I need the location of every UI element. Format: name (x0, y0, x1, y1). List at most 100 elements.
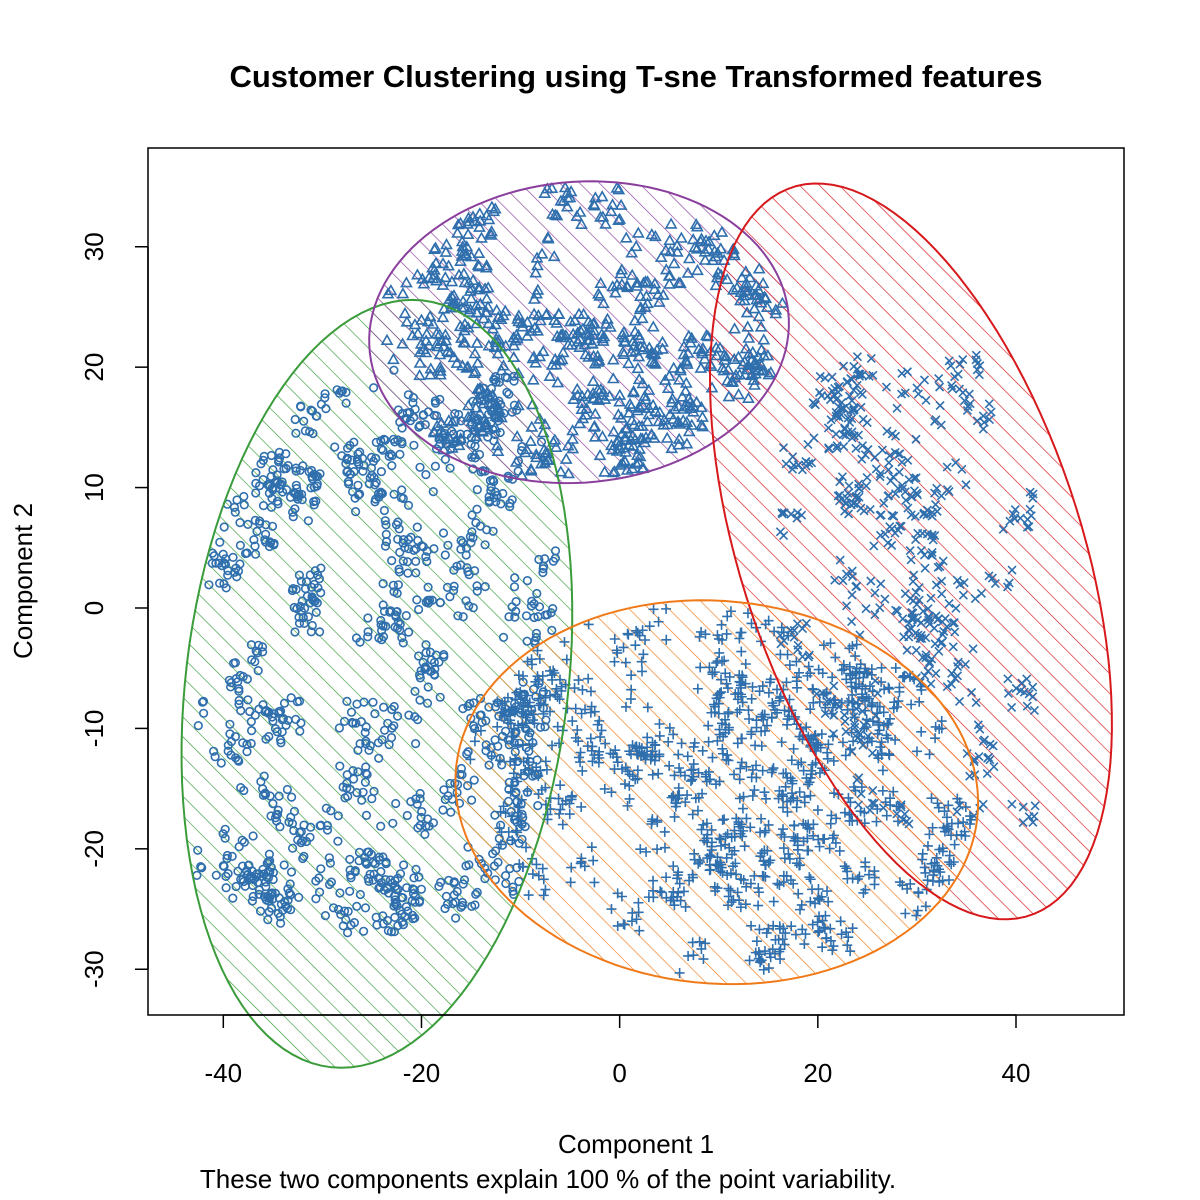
cluster-1-point (235, 670, 245, 681)
cluster-2-point (380, 333, 394, 346)
cluster-4-point (762, 845, 773, 856)
cluster-3-point (847, 566, 857, 576)
cluster-1-point (472, 586, 482, 596)
cluster-1-point (484, 702, 494, 712)
cluster-1-point (328, 903, 339, 913)
cluster-4-point (714, 729, 725, 740)
cluster-4-point (883, 682, 894, 693)
cluster-2-point (495, 364, 508, 376)
cluster-1-point (307, 471, 317, 482)
cluster-4-point (531, 762, 542, 773)
cluster-2-point (480, 259, 494, 271)
cluster-4-point (620, 657, 631, 668)
cluster-3-point (990, 579, 1000, 589)
cluster-4-point (600, 738, 611, 749)
cluster-1-point (445, 463, 455, 473)
cluster-1-point (409, 873, 419, 883)
cluster-4-point (692, 683, 703, 694)
cluster-4-point (927, 822, 938, 833)
cluster-4-point (687, 937, 698, 948)
cluster-1-point (414, 872, 424, 882)
cluster-2-point (609, 286, 622, 298)
cluster-4-point (510, 754, 521, 765)
cluster-4-point (779, 705, 790, 716)
cluster-4-point (827, 731, 838, 742)
cluster-4-point (682, 751, 693, 762)
cluster-4-point (807, 683, 818, 694)
cluster-3-point (951, 603, 961, 613)
cluster-2-point (456, 294, 470, 307)
cluster-2-point (730, 281, 744, 293)
cluster-3-point (851, 491, 862, 501)
cluster-2-point (610, 181, 624, 193)
cluster-2-point (512, 367, 525, 379)
cluster-4-point (931, 852, 942, 863)
cluster-4-point (831, 813, 842, 824)
cluster-4-point (725, 868, 736, 879)
cluster-3-point (978, 736, 988, 746)
cluster-4-point (760, 793, 771, 804)
cluster-2-point (667, 361, 681, 373)
cluster-2-point (447, 289, 461, 301)
cluster-1-point (321, 803, 331, 813)
cluster-3-point (840, 423, 850, 433)
cluster-2-point (645, 227, 659, 240)
cluster-4-point (514, 859, 525, 870)
cluster-2-point (490, 439, 504, 451)
cluster-3-point (861, 481, 871, 491)
cluster-4-point (699, 835, 710, 846)
cluster-4-point (801, 722, 812, 733)
cluster-4-point (630, 774, 641, 785)
cluster-4-point (707, 667, 718, 678)
cluster-3-point (905, 546, 915, 556)
cluster-4-point (507, 811, 518, 822)
cluster-1-point (211, 870, 221, 880)
cluster-4-point (715, 866, 726, 877)
cluster-4-point (783, 630, 794, 641)
cluster-4-point (652, 817, 663, 828)
cluster-1-point (421, 552, 431, 562)
cluster-3-point (867, 798, 877, 808)
cluster-4-point (874, 725, 885, 736)
cluster-4-point (914, 696, 925, 707)
cluster-1-point (438, 805, 448, 815)
cluster-4-point (609, 634, 620, 645)
cluster-4-point (774, 879, 785, 890)
cluster-4-point (880, 797, 891, 808)
cluster-1-point (218, 829, 228, 839)
cluster-1-point (264, 849, 275, 859)
cluster-4-point (540, 685, 551, 696)
cluster-1-point (398, 919, 409, 930)
cluster-4-point (766, 767, 777, 778)
cluster-4-point (893, 696, 904, 707)
cluster-3-point (961, 480, 971, 490)
cluster-2-point (440, 237, 453, 250)
cluster-3-point (952, 671, 963, 681)
cluster-3-point (904, 819, 914, 829)
cluster-4-point (527, 739, 538, 750)
cluster-4-point (924, 829, 935, 840)
cluster-1-point (395, 547, 405, 558)
cluster-1-point (491, 846, 501, 856)
cluster-3-point (851, 443, 861, 453)
cluster-4-point (744, 713, 755, 724)
cluster-1-point (342, 770, 352, 780)
cluster-1-point (504, 612, 514, 622)
cluster-2-point (596, 385, 610, 397)
cluster-2-point (717, 253, 731, 266)
cluster-4-point (822, 747, 833, 758)
cluster-1-point (418, 410, 428, 421)
cluster-2-point (690, 220, 704, 232)
cluster-1-point (410, 897, 420, 907)
cluster-1-point (468, 603, 478, 613)
cluster-1-point (342, 696, 352, 707)
cluster-1-point (522, 575, 533, 586)
cluster-2-point (461, 217, 474, 229)
cluster-4-point (547, 740, 558, 751)
cluster-2-point (752, 309, 766, 322)
cluster-3-point (857, 441, 868, 451)
cluster-4-point (754, 686, 765, 697)
cluster-2-point (472, 246, 486, 259)
cluster-1-point (267, 493, 277, 504)
cluster-2-point (672, 438, 686, 450)
